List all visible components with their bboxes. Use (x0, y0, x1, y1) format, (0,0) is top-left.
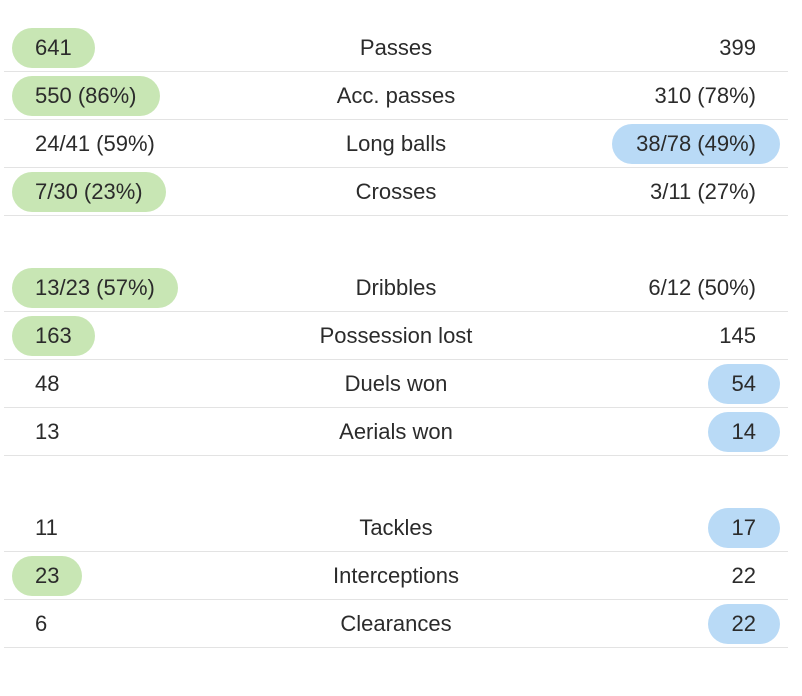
away-value: 3/11 (27%) (650, 179, 756, 204)
home-value: 163 (12, 316, 95, 356)
stat-label: Tackles (359, 515, 433, 540)
match-stats-panel: 641 Passes 399 550 (86%) Acc. passes 310 (78%… (4, 24, 788, 696)
stat-row: 13 Aerials won 14 (4, 408, 788, 456)
stat-label: Long balls (345, 131, 447, 156)
home-value: 550 (86%) (12, 76, 160, 116)
away-value: 22 (731, 563, 756, 588)
away-value: 38/78 (49%) (612, 124, 780, 164)
stat-group: 641 Passes 399 550 (86%) Acc. passes 310 (78%… (4, 24, 788, 216)
home-value: 7/30 (23%) (12, 172, 166, 212)
home-value: 13/23 (57%) (12, 268, 178, 308)
away-value: 399 (719, 35, 756, 60)
away-value: 54 (707, 364, 780, 404)
stat-group: 11 Tackles 17 23 Interceptions 22 6 Clearances 2… (4, 504, 788, 648)
away-value: 14 (707, 412, 780, 452)
stat-label: Dribbles (355, 275, 437, 300)
stat-label: Interceptions (333, 563, 459, 588)
stat-label: Possession lost (319, 323, 473, 348)
home-value: 48 (35, 371, 60, 396)
stat-label: Aerials won (339, 419, 453, 444)
stat-row: 550 (86%) Acc. passes 310 (78%) (4, 72, 788, 120)
stat-row: 24/41 (59%) Long balls 38/78 (49%) (4, 120, 788, 168)
stat-row: 7/30 (23%) Crosses 3/11 (27%) (4, 168, 788, 216)
home-value: 6 (35, 611, 48, 636)
stat-row: 48 Duels won 54 (4, 360, 788, 408)
away-value: 145 (719, 323, 756, 348)
stat-row: 23 Interceptions 22 (4, 552, 788, 600)
home-value: 24/41 (59%) (35, 131, 155, 156)
stat-row: 6 Clearances 22 (4, 600, 788, 648)
stat-group: 13/23 (57%) Dribbles 6/12 (50%) 163 Possessi… (4, 264, 788, 456)
away-value: 6/12 (50%) (648, 275, 756, 300)
stat-row: 13/23 (57%) Dribbles 6/12 (50%) (4, 264, 788, 312)
away-value: 310 (78%) (654, 83, 756, 108)
stat-row: 11 Tackles 17 (4, 504, 788, 552)
stat-label: Acc. passes (336, 83, 456, 108)
stat-label: Crosses (355, 179, 437, 204)
stat-label: Duels won (344, 371, 448, 396)
home-value: 641 (12, 28, 95, 68)
stat-label: Clearances (340, 611, 452, 636)
home-value: 23 (12, 556, 83, 596)
stat-row: 163 Possession lost 145 (4, 312, 788, 360)
stat-row: 641 Passes 399 (4, 24, 788, 72)
away-value: 17 (707, 508, 780, 548)
away-value: 22 (707, 604, 780, 644)
home-value: 13 (35, 419, 60, 444)
home-value: 11 (35, 515, 58, 540)
stat-label: Passes (359, 35, 433, 60)
